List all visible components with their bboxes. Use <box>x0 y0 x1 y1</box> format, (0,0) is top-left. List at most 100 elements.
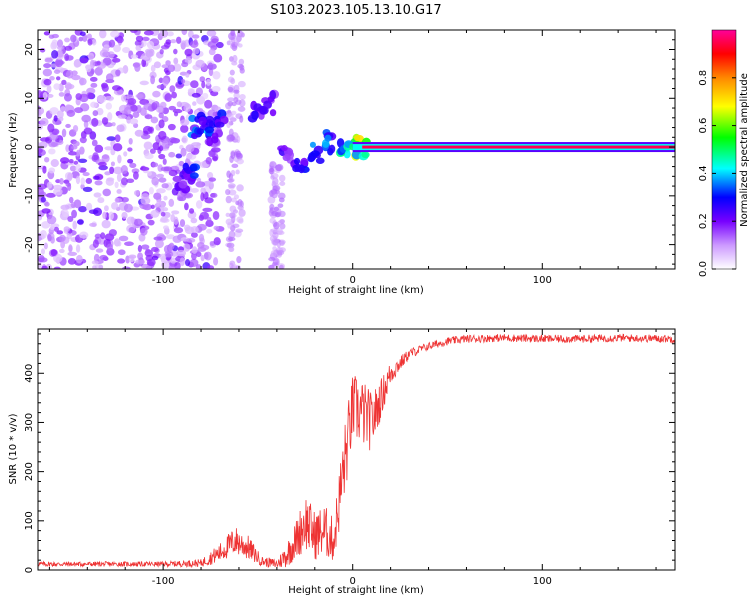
noise-blob <box>98 161 107 167</box>
noise-blob <box>132 171 139 180</box>
colorbar-label: Normalized spectral amplitude <box>739 73 750 227</box>
noise-blob <box>38 106 45 115</box>
noise-blob <box>140 133 151 140</box>
noise-blob <box>45 192 56 198</box>
noise-blob <box>89 222 97 227</box>
noise-blob <box>126 178 135 183</box>
noise-blob <box>129 118 139 125</box>
noise-blob <box>165 234 175 240</box>
noise-blob <box>270 250 277 258</box>
stable-line <box>362 145 675 149</box>
noise-blob <box>199 211 210 220</box>
noise-blob <box>180 124 189 133</box>
noise-blob <box>132 111 140 118</box>
noise-blob <box>158 153 166 160</box>
noise-blob <box>64 37 70 43</box>
noise-blob <box>130 30 138 34</box>
noise-blob <box>228 246 234 252</box>
noise-blob <box>74 107 83 114</box>
noise-blob <box>48 148 56 155</box>
noise-blob <box>127 97 137 106</box>
noise-blob <box>42 68 53 77</box>
colorbar-tick-label: 0.6 <box>698 118 709 134</box>
noise-blob <box>206 216 212 225</box>
noise-blob <box>79 57 89 64</box>
noise-blob <box>141 58 147 68</box>
noise-blob <box>237 43 243 48</box>
tone-blob <box>328 144 336 154</box>
noise-blob <box>143 141 153 150</box>
noise-blob <box>181 30 188 36</box>
noise-blob <box>68 196 74 204</box>
noise-blob <box>39 137 50 142</box>
noise-blob <box>183 103 192 113</box>
noise-blob <box>104 146 114 151</box>
noise-blob <box>46 93 54 98</box>
noise-blob <box>75 244 81 253</box>
noise-blob <box>44 157 50 163</box>
noise-blob <box>151 102 158 111</box>
noise-blob <box>164 93 172 102</box>
noise-blob <box>128 137 133 145</box>
noise-blob <box>112 57 121 63</box>
noise-blob <box>165 39 172 45</box>
x-tick-label: -100 <box>152 576 175 587</box>
noise-blob <box>79 31 86 37</box>
noise-blob <box>99 30 107 39</box>
noise-blob <box>236 158 244 165</box>
noise-blob <box>64 53 70 62</box>
noise-blob <box>184 202 189 211</box>
noise-blob <box>53 83 61 90</box>
noise-blob <box>190 226 199 233</box>
noise-blob <box>130 104 138 112</box>
spectrogram-xlabel: Height of straight line (km) <box>288 285 424 296</box>
noise-blob <box>202 207 213 213</box>
noise-blob <box>108 229 117 237</box>
noise-blob <box>195 200 203 209</box>
noise-blob <box>53 115 58 122</box>
noise-blob <box>134 63 141 72</box>
noise-blob <box>236 184 244 192</box>
noise-blob <box>225 188 231 196</box>
noise-blob <box>116 173 122 182</box>
noise-blob <box>122 47 131 54</box>
noise-blob <box>43 78 52 86</box>
noise-blob <box>166 31 174 37</box>
noise-blob <box>70 34 77 43</box>
noise-blob <box>61 79 67 86</box>
noise-blob <box>85 202 93 211</box>
noise-blob <box>59 178 64 185</box>
noise-blob <box>130 54 139 59</box>
noise-blob <box>57 39 64 48</box>
noise-blob <box>38 254 45 263</box>
noise-blob <box>139 107 147 116</box>
snr-ylabel: SNR (10 * v/v) <box>8 413 19 484</box>
noise-blob <box>227 112 234 120</box>
tone-blob <box>251 110 259 120</box>
noise-blob <box>156 84 167 90</box>
noise-blob <box>208 150 216 158</box>
noise-blob <box>156 188 166 194</box>
noise-blob <box>108 211 114 221</box>
noise-blob <box>111 85 122 91</box>
noise-blob <box>121 211 128 219</box>
noise-blob <box>276 230 285 236</box>
noise-blob <box>117 258 126 264</box>
noise-blob <box>75 175 81 185</box>
noise-blob <box>78 36 84 42</box>
noise-blob <box>190 80 199 89</box>
noise-blob <box>145 248 151 254</box>
noise-blob <box>51 39 59 49</box>
noise-blob <box>211 85 221 93</box>
noise-blob <box>73 60 81 68</box>
noise-blob <box>92 239 99 248</box>
noise-blob <box>239 67 245 74</box>
noise-blob <box>66 109 76 117</box>
noise-blob <box>105 102 113 110</box>
noise-blob <box>212 156 218 161</box>
noise-blob <box>237 106 246 112</box>
noise-blob <box>85 177 93 185</box>
noise-blob <box>225 102 232 110</box>
noise-blob <box>123 106 132 115</box>
